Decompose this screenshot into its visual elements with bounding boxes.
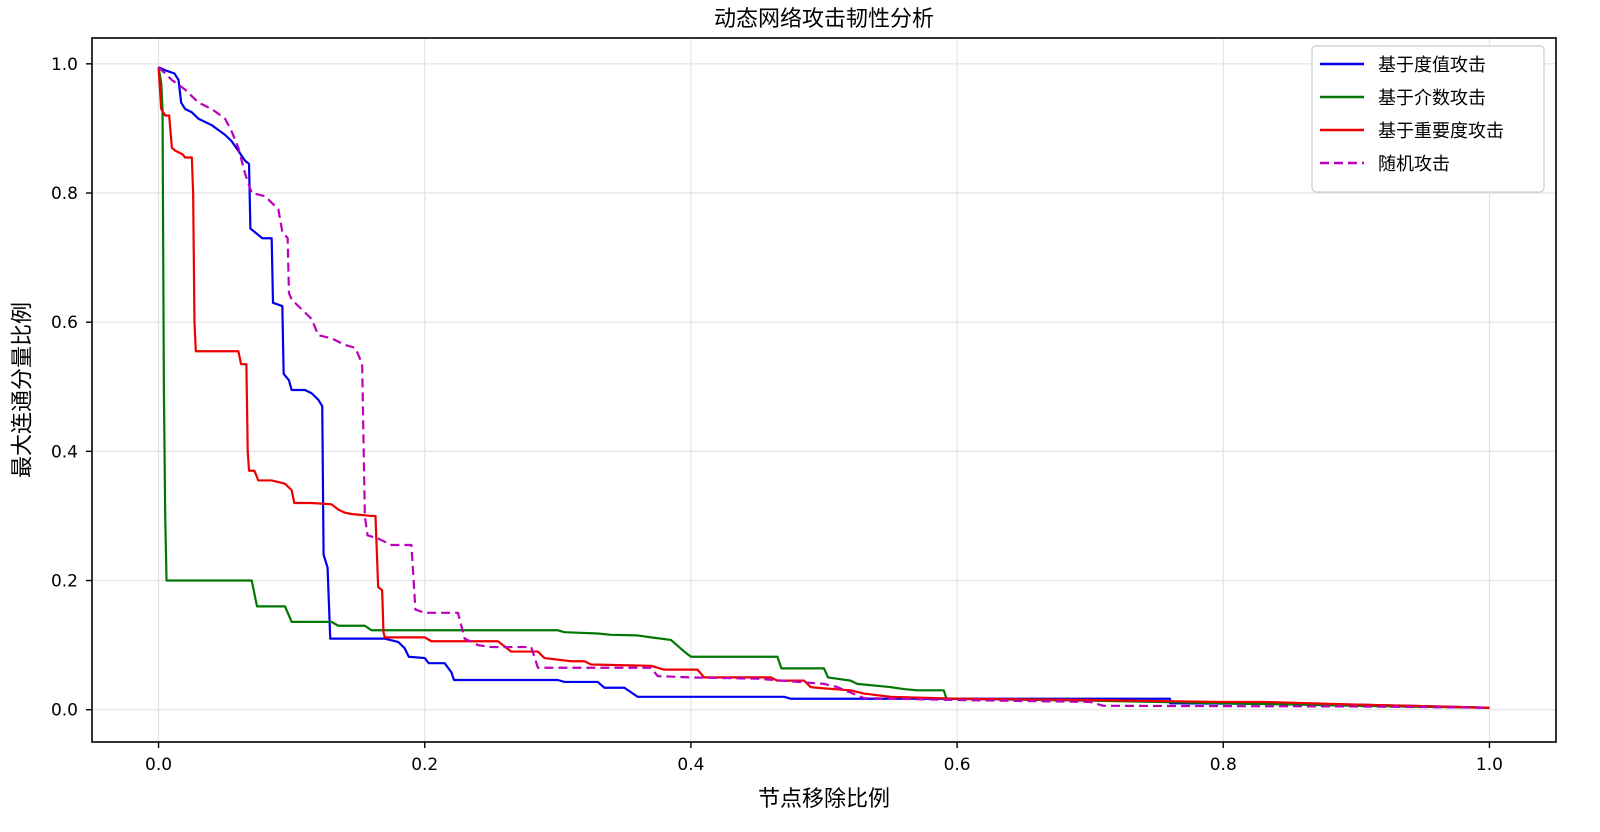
plot-frame: [91, 37, 1557, 743]
x-tick-label: 1.0: [1476, 755, 1503, 775]
grid-lines: [92, 38, 1556, 742]
axis-ticks: 0.0 0.2 0.4 0.6 0.8 1.0 0.0 0.2 0.4 0.6 0.8 1.0: [51, 55, 1503, 775]
chart-title: 动态网络攻击韧性分析: [714, 7, 934, 32]
x-tick-label: 0.6: [944, 755, 971, 775]
y-tick-label: 1.0: [51, 55, 78, 75]
x-tick-label: 0.4: [677, 755, 704, 775]
legend-label: 基于介数攻击: [1378, 88, 1486, 109]
series-line-2: [157, 66, 1490, 709]
series-lines: [157, 66, 1490, 709]
x-tick-label: 0.8: [1210, 755, 1237, 775]
y-tick-label: 0.4: [51, 442, 78, 462]
x-tick-label: 0.0: [145, 755, 172, 775]
y-tick-label: 0.2: [51, 572, 78, 592]
series-line-1: [158, 66, 1490, 709]
x-axis-title: 节点移除比例: [758, 787, 890, 812]
y-tick-label: 0.8: [51, 184, 78, 204]
legend-label: 随机攻击: [1378, 154, 1450, 175]
y-tick-label: 0.6: [51, 313, 78, 333]
legend-box: [1311, 45, 1545, 193]
legend-label: 基于重要度攻击: [1378, 121, 1504, 142]
legend-label: 基于度值攻击: [1378, 55, 1486, 76]
x-tick-label: 0.2: [411, 755, 438, 775]
y-axis-title: 最大连通分量比例: [11, 302, 36, 478]
series-line-4: [157, 66, 1490, 709]
series-line-3: [157, 66, 1490, 709]
y-tick-label: 0.0: [51, 701, 78, 721]
